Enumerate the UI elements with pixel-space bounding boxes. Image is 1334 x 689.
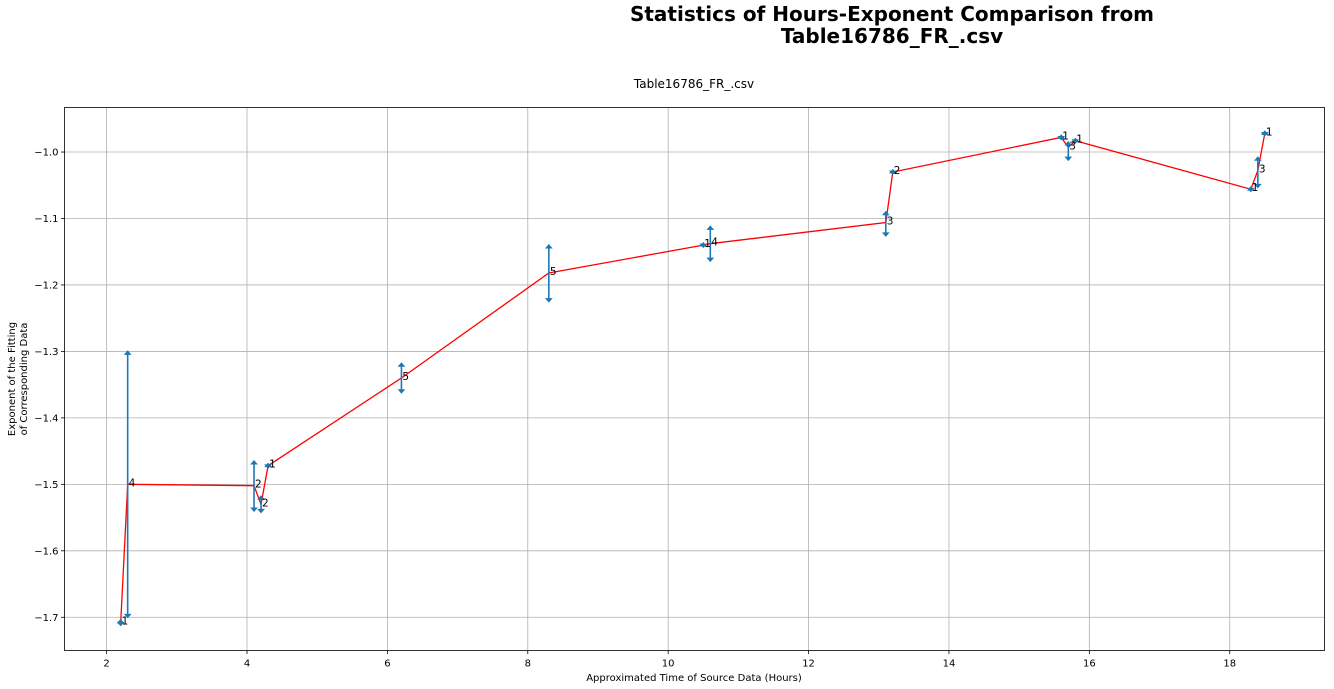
- chart-title: Statistics of Hours-Exponent Comparison …: [630, 2, 1154, 48]
- x-tick-label: 14: [943, 659, 956, 670]
- error-cap-bottom: [264, 464, 272, 469]
- error-cap-bottom: [544, 298, 553, 303]
- error-cap-top: [1253, 156, 1262, 161]
- error-cap-top: [257, 495, 265, 500]
- count-label: 1: [1266, 126, 1273, 138]
- error-cap-bottom: [706, 257, 715, 263]
- error-cap-top: [123, 350, 132, 355]
- x-tick-label: 2: [103, 659, 109, 670]
- count-label: 1: [704, 238, 711, 250]
- error-cap-bottom: [1057, 136, 1066, 141]
- count-label: 1: [122, 616, 129, 628]
- y-tick-label: −1.3: [34, 347, 58, 358]
- count-label: 3: [1259, 164, 1266, 176]
- x-tick-label: 6: [384, 659, 390, 670]
- count-label: 1: [1062, 130, 1069, 142]
- count-label: 3: [1069, 140, 1076, 152]
- error-cap-top: [1064, 140, 1073, 146]
- x-tick-label: 10: [662, 659, 675, 670]
- chart-subtitle: Table16786_FR_.csv: [633, 77, 754, 91]
- chart-title-line: Statistics of Hours-Exponent Comparison …: [630, 2, 1154, 26]
- chart-title-line: Table16786_FR_.csv: [781, 24, 1003, 48]
- y-tick-label: −1.7: [34, 613, 58, 624]
- count-label: 4: [711, 237, 718, 249]
- axis-ticks: 2 4 6 8 10 12 14 16 18−1.7−1.6−1.5−1.4−1.3−1.2−1…: [34, 148, 1236, 670]
- error-cap-top: [881, 210, 890, 216]
- error-cap-bottom: [699, 243, 708, 249]
- count-label: 1: [269, 459, 276, 471]
- error-cap-top: [397, 362, 406, 367]
- error-cap-top: [544, 243, 553, 249]
- error-bars: [116, 130, 1269, 627]
- error-cap-bottom: [881, 232, 890, 237]
- series-line: [120, 133, 1266, 623]
- error-cap-bottom: [888, 170, 897, 176]
- error-cap-bottom: [1071, 139, 1080, 144]
- y-tick-label: −1.1: [34, 214, 58, 225]
- count-label: 2: [262, 497, 269, 509]
- y-axis-label: Exponent of the Fittingof Corresponding …: [7, 322, 30, 436]
- y-tick-label: −1.6: [34, 546, 58, 557]
- grid: [64, 107, 1325, 651]
- y-axis-label-line: of Corresponding Data: [19, 323, 30, 436]
- y-tick-label: −1.5: [34, 480, 58, 491]
- plot-frame: [64, 107, 1325, 651]
- x-tick-label: 4: [244, 659, 250, 670]
- error-cap-bottom: [1253, 183, 1262, 189]
- error-cap-bottom: [250, 507, 258, 513]
- error-cap-bottom: [116, 621, 125, 627]
- error-cap-bottom: [1246, 187, 1255, 193]
- y-tick-label: −1.4: [34, 413, 58, 424]
- x-tick-label: 16: [1083, 659, 1096, 670]
- count-label: 1: [1252, 182, 1259, 194]
- error-cap-top: [706, 225, 715, 230]
- count-label: 5: [550, 266, 557, 278]
- error-cap-bottom: [1260, 132, 1269, 137]
- count-label: 2: [255, 479, 262, 491]
- error-cap-bottom: [1064, 156, 1073, 162]
- error-cap-bottom: [257, 508, 265, 514]
- count-label: 2: [894, 165, 901, 177]
- x-tick-label: 8: [525, 659, 531, 670]
- x-tick-label: 18: [1223, 659, 1236, 670]
- x-axis-label: Approximated Time of Source Data (Hours): [586, 673, 802, 684]
- count-label: 5: [402, 371, 409, 383]
- y-tick-label: −1.0: [34, 148, 58, 159]
- count-label: 4: [129, 477, 136, 489]
- y-axis-label-line: Exponent of the Fitting: [7, 322, 18, 436]
- error-cap-bottom: [123, 613, 132, 619]
- count-label: 3: [887, 215, 894, 227]
- series-polyline: [120, 133, 1266, 623]
- error-cap-bottom: [397, 389, 406, 394]
- count-label: 1: [1076, 134, 1083, 146]
- y-tick-label: −1.2: [34, 280, 58, 291]
- x-tick-label: 12: [802, 659, 815, 670]
- error-cap-top: [250, 459, 258, 465]
